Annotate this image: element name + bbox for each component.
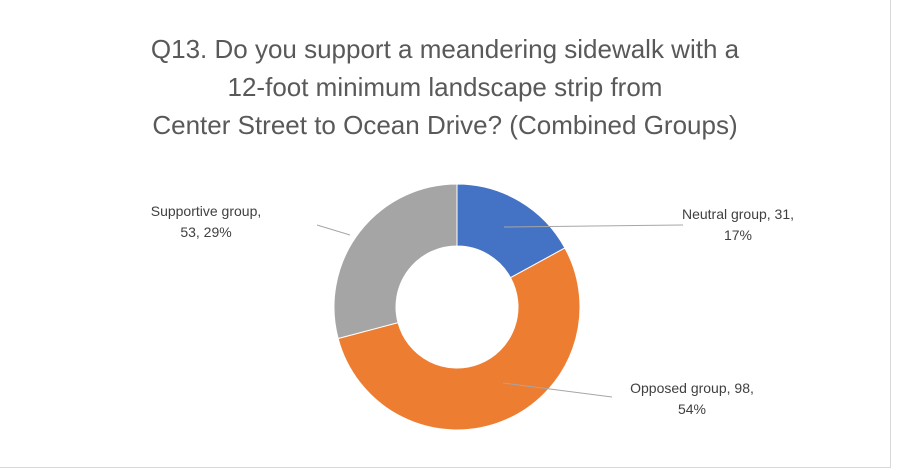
leader-line-2 <box>502 382 613 398</box>
data-label-opposed-group: Opposed group, 98, 54% <box>630 380 754 417</box>
data-label-line: Opposed group, 98, <box>630 380 754 396</box>
chart-title-line-2: 12-foot minimum landscape strip from <box>227 72 663 102</box>
data-label-neutral-group: Neutral group, 31, 17% <box>682 206 794 243</box>
data-label-line: 53, 29% <box>180 224 231 240</box>
leader-line-1 <box>503 224 684 228</box>
leader-line-3 <box>316 224 351 236</box>
data-label-line: Supportive group, <box>151 203 262 219</box>
doughnut-slices <box>333 183 581 431</box>
slice-opposed-group <box>337 247 581 431</box>
doughnut-hole <box>396 246 518 368</box>
chart-title: Q13. Do you support a meandering sidewal… <box>60 30 830 144</box>
data-label-line: 54% <box>678 401 706 417</box>
data-label-supportive-group: Supportive group, 53, 29% <box>151 203 262 240</box>
leader-lines <box>316 224 684 398</box>
chart-title-line-3: Center Street to Ocean Drive? (Combined … <box>152 110 738 140</box>
data-label-line: 17% <box>724 227 752 243</box>
chart-title-line-1: Q13. Do you support a meandering sidewal… <box>150 34 740 64</box>
data-label-line: Neutral group, 31, <box>682 206 794 222</box>
data-labels: Neutral group, 31, 17% Opposed group, 98, 5… <box>151 203 794 417</box>
